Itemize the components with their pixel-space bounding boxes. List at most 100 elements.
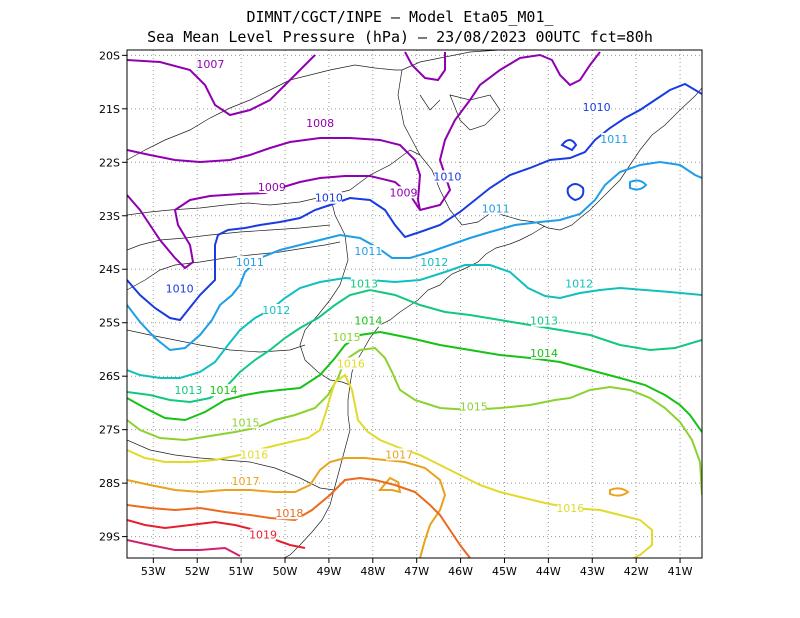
- contour-label-bg: [434, 170, 461, 183]
- y-tick-label: 26S: [99, 370, 120, 383]
- contour-label-1007: 1007: [196, 58, 224, 71]
- contour-label-1013: 1013: [350, 277, 378, 290]
- x-tick-label: 44W: [536, 565, 561, 578]
- contour-1010: [127, 82, 702, 322]
- x-tick-label: 48W: [360, 565, 385, 578]
- contour-label-bg: [236, 255, 263, 268]
- y-tick-label: 20S: [99, 49, 120, 62]
- y-tick-label: 22S: [99, 156, 120, 169]
- contour-label-1019: 1019: [249, 529, 277, 542]
- contour-label-bg: [337, 357, 364, 370]
- contour-label-bg: [530, 346, 557, 359]
- contour-label-bg: [601, 132, 628, 145]
- contour-label-1014: 1014: [210, 384, 238, 397]
- x-tick-label: 45W: [492, 565, 517, 578]
- contour-1007b: [404, 51, 446, 82]
- x-tick-label: 50W: [273, 565, 298, 578]
- contour-label-bg: [421, 255, 448, 268]
- plot-frame: [126, 49, 703, 559]
- y-tick-label: 21S: [99, 103, 120, 116]
- contour-label-bg: [557, 501, 584, 514]
- x-axis: 53W 52W 51W 50W 49W 48W 47W 46W 45W 44W 43W 42W 41W: [141, 558, 693, 578]
- contour-label-1008: 1008: [306, 117, 334, 130]
- contour-label-bg: [250, 528, 277, 541]
- x-tick-label: 46W: [448, 565, 473, 578]
- contour-label-1015: 1015: [232, 416, 260, 429]
- contour-label-bg: [276, 507, 303, 520]
- contour-label-1012: 1012: [420, 256, 448, 269]
- contour-label-1009: 1009: [548, 37, 576, 50]
- contour-labels: 1007 1008 1009 1009 1009 1010 1010 1010 1010 1011…: [166, 37, 628, 542]
- y-tick-label: 29S: [99, 531, 120, 544]
- contour-label-1011: 1011: [600, 133, 628, 146]
- contour-label-1009: 1009: [258, 181, 286, 194]
- contour-label-1018: 1018: [275, 507, 303, 520]
- contour-1014: [127, 330, 702, 433]
- chart-title-line-1: DIMNT/CGCT/INPE – Model Eta05_M01_: [246, 8, 554, 26]
- contour-label-bg: [566, 277, 593, 290]
- contour-label-1013: 1013: [530, 315, 558, 328]
- contour-label-1017: 1017: [232, 475, 260, 488]
- contour-label-1010: 1010: [583, 101, 611, 114]
- contour-label-bg: [166, 282, 193, 295]
- contour-label-1010: 1010: [315, 192, 343, 205]
- contour-label-1016: 1016: [337, 357, 365, 370]
- contour-label-bg: [315, 191, 342, 204]
- y-tick-label: 23S: [99, 210, 120, 223]
- contour-1020: [127, 539, 241, 557]
- x-tick-label: 41W: [668, 565, 693, 578]
- contour-label-1014: 1014: [530, 347, 558, 360]
- x-tick-label: 43W: [580, 565, 605, 578]
- contour-label-bg: [460, 400, 487, 413]
- contour-label-bg: [482, 202, 509, 215]
- contour-label-bg: [258, 181, 285, 194]
- grid-lines: [127, 50, 702, 558]
- y-axis: 20S 21S 22S 23S 24S 25S 26S 27S 28S 29S: [99, 49, 127, 544]
- contour-label-1015: 1015: [460, 400, 488, 413]
- contour-label-bg: [232, 416, 259, 429]
- contour-1008: [127, 137, 422, 211]
- contour-label-1016: 1016: [240, 448, 268, 461]
- contour-1007: [127, 54, 316, 117]
- contour-label-1011: 1011: [236, 256, 264, 269]
- contour-lines: [127, 51, 702, 558]
- contour-label-bg: [263, 304, 290, 317]
- x-tick-label: 47W: [404, 565, 429, 578]
- contour-label-bg: [355, 245, 382, 258]
- contour-label-1010: 1010: [166, 283, 194, 296]
- contour-1018: [127, 476, 471, 558]
- y-tick-label: 28S: [99, 477, 120, 490]
- contour-1010-loop2: [560, 139, 578, 152]
- contour-1015: [127, 346, 702, 496]
- contour-1016: [127, 373, 653, 558]
- contour-1010-loop1: [566, 183, 585, 202]
- contour-label-1011: 1011: [354, 245, 382, 258]
- contour-label-bg: [351, 277, 378, 290]
- x-tick-label: 52W: [185, 565, 210, 578]
- contour-1011-loop: [629, 179, 648, 191]
- contour-label-bg: [210, 384, 237, 397]
- contour-1012: [127, 264, 702, 379]
- x-tick-label: 49W: [316, 565, 341, 578]
- contour-label-1012: 1012: [565, 277, 593, 290]
- contour-label-1015: 1015: [332, 331, 360, 344]
- contour-label-bg: [530, 314, 557, 327]
- contour-label-bg: [386, 448, 413, 461]
- x-tick-label: 53W: [141, 565, 166, 578]
- x-tick-label: 51W: [229, 565, 254, 578]
- contour-label-1009: 1009: [390, 186, 418, 199]
- contour-1017: [127, 457, 447, 558]
- coastline: [127, 50, 702, 558]
- contour-label-1014: 1014: [354, 315, 382, 328]
- x-tick-label: 42W: [624, 565, 649, 578]
- contour-1019: [127, 519, 306, 549]
- y-tick-label: 24S: [99, 263, 120, 276]
- contour-label-bg: [390, 186, 417, 199]
- y-tick-label: 25S: [99, 317, 120, 330]
- contour-label-bg: [583, 100, 610, 113]
- contour-1017-right: [609, 487, 630, 497]
- contour-label-bg: [241, 448, 268, 461]
- contour-label-bg: [549, 37, 575, 49]
- contour-label-1017: 1017: [385, 448, 413, 461]
